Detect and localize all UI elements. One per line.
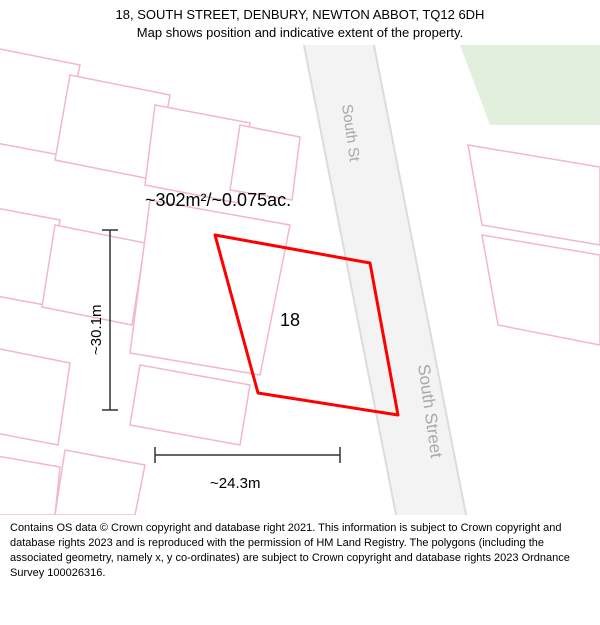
width-dimension-label: ~24.3m xyxy=(210,475,260,492)
building-9 xyxy=(0,453,60,515)
height-dimension-label: ~30.1m xyxy=(88,305,105,355)
building-3 xyxy=(230,125,300,200)
building-10 xyxy=(55,450,145,515)
header-title: 18, SOUTH STREET, DENBURY, NEWTON ABBOT,… xyxy=(10,6,590,24)
area-label: ~302m²/~0.075ac. xyxy=(145,190,291,211)
building-6 xyxy=(130,200,290,375)
building-11 xyxy=(468,145,600,245)
map-svg: South StSouth Street xyxy=(0,45,600,515)
building-8 xyxy=(0,345,70,445)
footer-copyright: Contains OS data © Crown copyright and d… xyxy=(0,515,600,588)
building-12 xyxy=(482,235,600,345)
house-number-label: 18 xyxy=(280,310,300,331)
map-container: South StSouth Street ~302m²/~0.075ac. 18… xyxy=(0,45,600,515)
header: 18, SOUTH STREET, DENBURY, NEWTON ABBOT,… xyxy=(0,0,600,45)
green-area xyxy=(460,45,600,125)
header-subtitle: Map shows position and indicative extent… xyxy=(10,24,590,42)
building-7 xyxy=(130,365,250,445)
